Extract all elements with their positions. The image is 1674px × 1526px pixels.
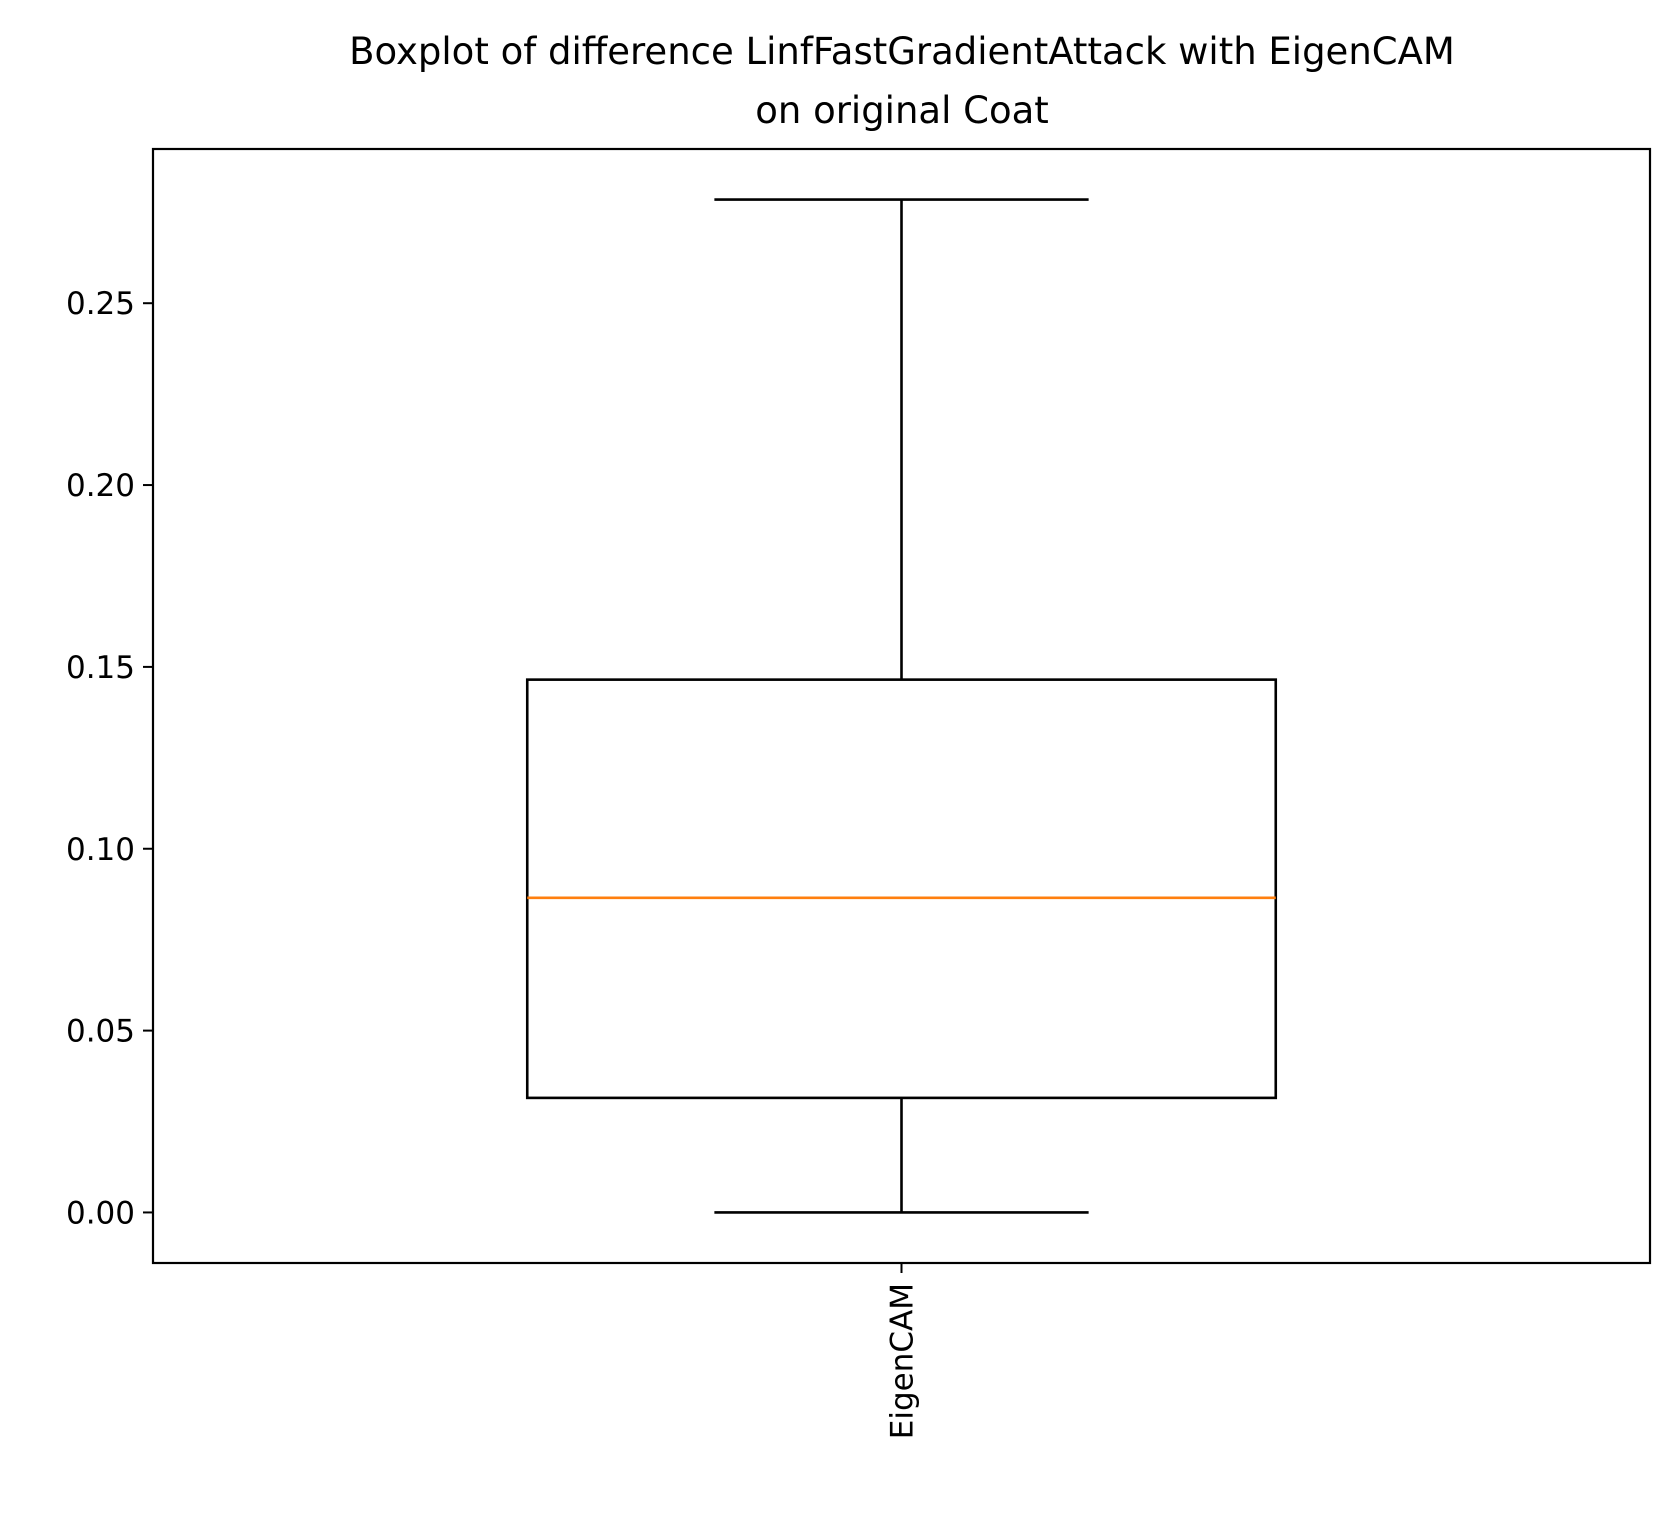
- y-tick-label: 0.15: [66, 650, 135, 686]
- boxes-layer: [525, 198, 1278, 1214]
- chart-title-line-1: Boxplot of difference LinfFastGradientAt…: [349, 30, 1455, 73]
- plot-frame: [151, 147, 1652, 1265]
- chart-title-line-2: on original Coat: [755, 89, 1049, 132]
- x-tick-label: EigenCAM: [885, 1283, 921, 1439]
- box-iqr: [525, 678, 1278, 1100]
- y-tick-label: 0.10: [66, 832, 135, 868]
- x-axis: EigenCAM: [885, 1263, 921, 1439]
- y-tick-label: 0.05: [66, 1014, 135, 1050]
- y-tick-label: 0.00: [66, 1195, 135, 1231]
- y-tick-label: 0.20: [66, 468, 135, 504]
- y-tick-label: 0.25: [66, 286, 135, 322]
- y-axis: 0.00 0.05 0.10 0.15 0.20 0.25: [66, 286, 153, 1231]
